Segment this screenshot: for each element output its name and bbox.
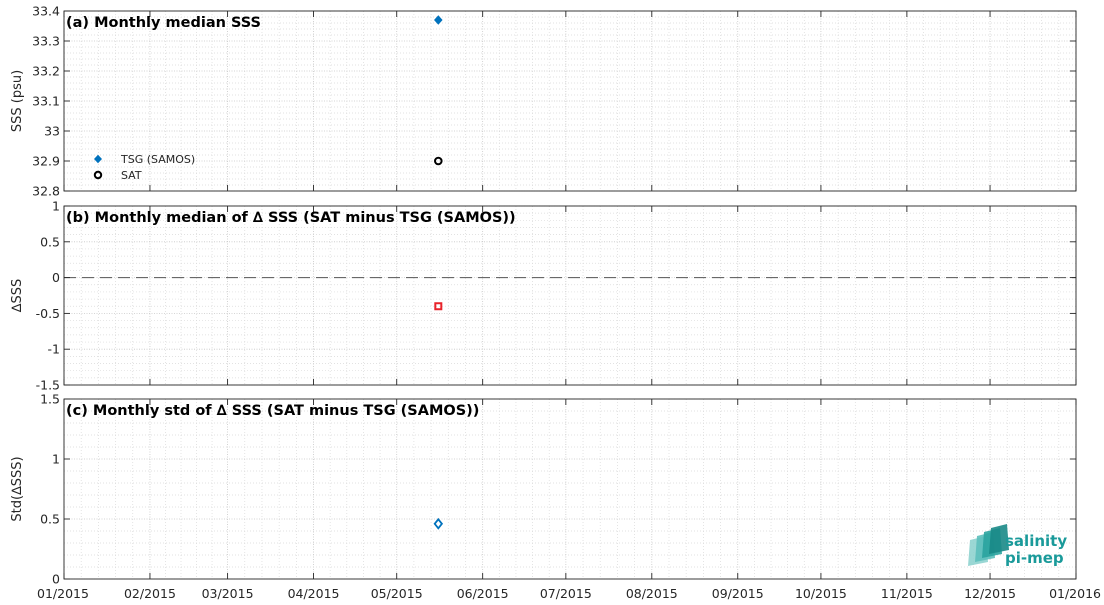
delta-sss-data-point	[434, 302, 443, 311]
tick-marks	[63, 398, 1077, 580]
legend-marker-tsg	[94, 154, 102, 164]
axes-box	[63, 398, 1077, 580]
legend-label: SAT	[121, 169, 142, 182]
x-tick-label: 04/2015	[288, 586, 340, 601]
plot-area	[64, 206, 1076, 385]
y-tick-label: 33.2	[32, 64, 60, 79]
minor-grid	[64, 206, 1076, 385]
y-tick-label: 0.5	[40, 512, 60, 527]
minor-grid	[64, 399, 1076, 579]
panel-b: -1.5 -1 -0.5 0 0.5 1 ∆SSS (b) Monthly median of…	[10, 199, 1077, 393]
y-tick-label: 32.8	[32, 184, 60, 199]
x-tick-label: 02/2015	[124, 586, 176, 601]
tick-marks	[63, 10, 1077, 192]
legend: TSG (SAMOS) SAT	[93, 153, 195, 182]
panel-title: (c) Monthly std of ∆ SSS (SAT minus TSG …	[66, 403, 479, 419]
panel-title: (b) Monthly median of ∆ SSS (SAT minus T…	[66, 210, 516, 226]
x-tick-label: 05/2015	[371, 586, 423, 601]
x-tick-label: 07/2015	[540, 586, 592, 601]
plot-area	[64, 399, 1076, 579]
logo-text-pimep: pi-mep	[1005, 549, 1064, 567]
x-tick-label: 03/2015	[202, 586, 254, 601]
sat-data-point	[434, 156, 443, 166]
x-axis-labels: 01/2015 02/2015 03/2015 04/2015 05/2015 06/20…	[37, 586, 1101, 601]
y-tick-label: 0	[52, 572, 60, 587]
x-tick-label: 06/2015	[457, 586, 509, 601]
logo-text-salinity: salinity	[1005, 532, 1067, 550]
y-axis-label: SSS (psu)	[10, 70, 25, 132]
y-tick-label: 0	[52, 270, 60, 285]
std-data-point	[433, 517, 444, 530]
x-tick-label: 01/2015	[37, 586, 89, 601]
panel-a: 32.8 32.9 33 33.1 33.2 33.3 33.4 SSS (psu) (a) M…	[10, 4, 1077, 199]
x-tick-label: 10/2015	[795, 586, 847, 601]
x-tick-label: 08/2015	[626, 586, 678, 601]
y-tick-label: 33.3	[32, 34, 60, 49]
y-tick-label: -1	[48, 342, 60, 357]
y-tick-label: 1	[52, 199, 60, 214]
legend-label: TSG (SAMOS)	[120, 153, 195, 166]
axes-box	[63, 205, 1077, 386]
x-tick-label: 11/2015	[881, 586, 933, 601]
y-tick-label: 0.5	[40, 234, 60, 249]
x-tick-label: 09/2015	[712, 586, 764, 601]
legend-marker-sat	[93, 170, 103, 180]
y-tick-label: 33	[44, 124, 60, 139]
panel-title: (a) Monthly median SSS	[66, 15, 261, 31]
y-tick-label: 33.1	[32, 94, 60, 109]
tsg-data-point	[434, 15, 443, 25]
tick-marks	[63, 205, 1077, 386]
y-axis-label: Std(∆SSS)	[10, 456, 25, 521]
y-tick-label: 1	[52, 452, 60, 467]
y-axis-label: ∆SSS	[10, 279, 25, 313]
y-tick-label: 32.9	[32, 154, 60, 169]
y-tick-label: -1.5	[36, 378, 60, 393]
x-tick-label: 12/2015	[964, 586, 1016, 601]
x-tick-label: 01/2016	[1049, 586, 1101, 601]
panel-c: 0 0.5 1 1.5 Std(∆SSS) (c) Monthly std of ∆ SS…	[10, 392, 1077, 587]
y-tick-label: 1.5	[40, 392, 60, 407]
y-tick-label: 33.4	[32, 4, 60, 19]
logo-wave-shape	[989, 524, 1009, 554]
y-tick-label: -0.5	[36, 306, 60, 321]
